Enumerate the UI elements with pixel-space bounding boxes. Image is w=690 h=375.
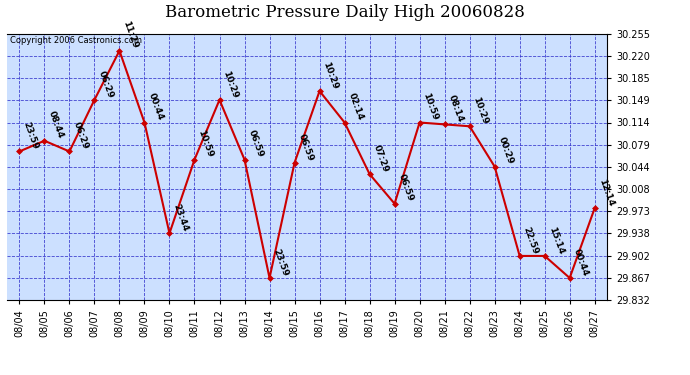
Text: 02:14: 02:14 [346,92,365,122]
Text: 00:44: 00:44 [572,248,590,278]
Text: 23:59: 23:59 [272,247,290,278]
Text: 12:14: 12:14 [597,177,615,207]
Text: 00:29: 00:29 [497,136,515,166]
Text: 10:29: 10:29 [221,69,239,99]
Text: Barometric Pressure Daily High 20060828: Barometric Pressure Daily High 20060828 [165,4,525,21]
Text: 10:29: 10:29 [472,96,490,126]
Text: 11:29: 11:29 [121,20,140,50]
Text: Copyright 2006 Castronics.com: Copyright 2006 Castronics.com [10,36,142,45]
Text: 08:14: 08:14 [446,94,465,124]
Text: 10:29: 10:29 [322,60,339,90]
Text: 10:59: 10:59 [422,92,440,122]
Text: 06:59: 06:59 [297,132,315,162]
Text: 23:44: 23:44 [172,202,190,232]
Text: 06:59: 06:59 [397,173,415,203]
Text: 06:59: 06:59 [246,129,265,159]
Text: 15:14: 15:14 [546,225,565,255]
Text: 06:29: 06:29 [72,121,90,151]
Text: 00:44: 00:44 [146,92,165,122]
Text: 22:59: 22:59 [522,225,540,255]
Text: 06:29: 06:29 [97,69,115,99]
Text: 23:59: 23:59 [21,121,40,151]
Text: 10:59: 10:59 [197,129,215,159]
Text: 08:44: 08:44 [46,110,65,140]
Text: 07:29: 07:29 [372,143,390,174]
